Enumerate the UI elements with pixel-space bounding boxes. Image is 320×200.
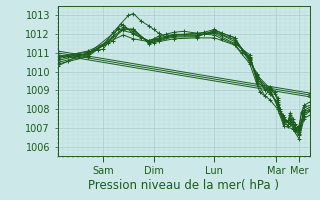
X-axis label: Pression niveau de la mer( hPa ): Pression niveau de la mer( hPa ) bbox=[89, 179, 279, 192]
